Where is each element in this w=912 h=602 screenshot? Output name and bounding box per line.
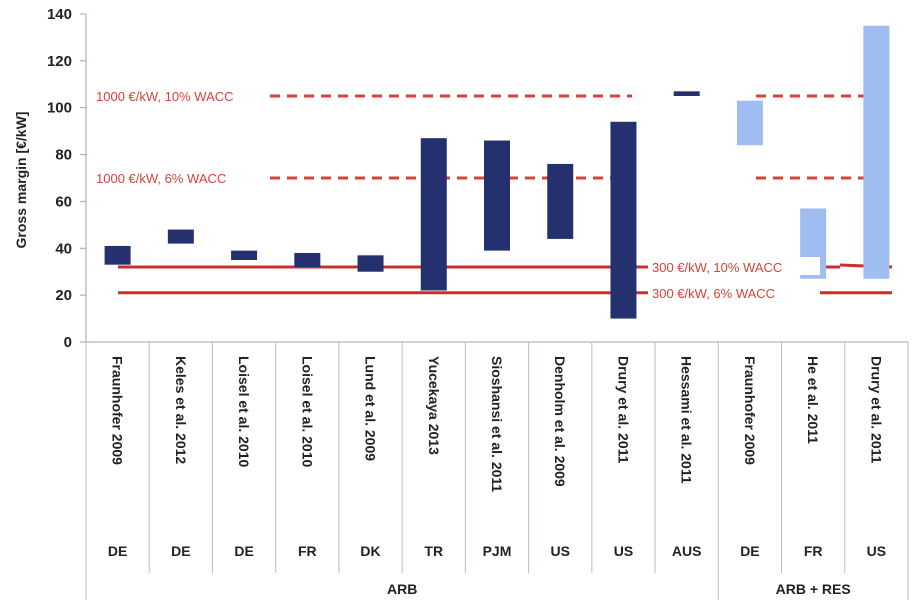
- range-bar: [420, 138, 447, 291]
- y-tick-label: 140: [47, 6, 72, 23]
- category-study-label: Drury et al. 2011: [615, 356, 631, 464]
- category-country-label: FR: [298, 543, 317, 559]
- range-bar: [610, 121, 637, 319]
- category-study-label: Fraunhofer 2009: [742, 356, 758, 465]
- y-tick-label: 0: [64, 334, 72, 351]
- category-study-label: Hessami et al. 2011: [679, 356, 695, 484]
- category-country-label: DE: [740, 543, 759, 559]
- category-study-label: Denholm et al. 2009: [552, 356, 568, 487]
- range-bar: [231, 250, 258, 260]
- y-tick-label: 120: [47, 53, 72, 70]
- category-study-label: Fraunhofer 2009: [110, 356, 126, 465]
- y-tick-label: 60: [55, 193, 72, 210]
- category-country-label: TR: [424, 543, 443, 559]
- category-study-label: Yucekaya 2013: [426, 356, 442, 455]
- range-bar: [104, 245, 131, 265]
- range-bar: [484, 140, 510, 251]
- category-study-label: Drury et al. 2011: [868, 356, 884, 464]
- category-country-label: AUS: [672, 543, 702, 559]
- range-bar: [736, 100, 763, 146]
- category-country-label: DE: [234, 543, 253, 559]
- category-country-label: FR: [804, 543, 823, 559]
- bars: [104, 25, 890, 319]
- category-study-label: Loisel et al. 2010: [299, 356, 315, 467]
- category-country-label: DE: [171, 543, 190, 559]
- y-axis-label: Gross margin [€/kW]: [13, 112, 29, 249]
- range-bar: [167, 229, 194, 244]
- reference-line-label: 300 €/kW, 10% WACC: [652, 260, 782, 275]
- reference-line-label: 1000 €/kW, 6% WACC: [96, 171, 226, 186]
- category-country-label: PJM: [483, 543, 512, 559]
- category-study-label: He et al. 2011: [805, 356, 821, 444]
- group-label: ARB + RES: [776, 581, 851, 597]
- group-label: ARB: [387, 581, 417, 597]
- category-country-label: US: [867, 543, 886, 559]
- category-study-label: Loisel et al. 2010: [236, 356, 252, 467]
- y-tick-label: 80: [55, 147, 72, 164]
- range-bar: [547, 163, 574, 239]
- range-bar: [357, 255, 384, 272]
- range-bar: [863, 25, 890, 279]
- range-bar: [294, 252, 321, 268]
- y-tick-label: 20: [55, 287, 72, 304]
- reference-label-bg: [648, 257, 820, 276]
- category-study-label: Lund et al. 2009: [363, 356, 379, 461]
- category-table: Fraunhofer 2009 DE Keles et al. 2012 DE Lois…: [85, 342, 909, 600]
- y-tick-label: 100: [47, 100, 72, 117]
- reference-line-label: 1000 €/kW, 10% WACC: [96, 89, 234, 104]
- range-bar: [673, 91, 700, 96]
- category-country-label: DE: [108, 543, 127, 559]
- axes: 0 20 40 60 80 100 120 140: [47, 6, 908, 351]
- reference-line-label: 300 €/kW, 6% WACC: [652, 286, 775, 301]
- category-country-label: US: [551, 543, 570, 559]
- category-study-label: Sioshansi et al. 2011: [489, 356, 505, 492]
- reference-labels: 1000 €/kW, 10% WACC 1000 €/kW, 6% WACC 300…: [96, 89, 820, 301]
- reference-label-bg: [648, 282, 820, 301]
- category-study-label: Keles et al. 2012: [173, 356, 189, 464]
- category-country-label: US: [614, 543, 633, 559]
- y-tick-label: 40: [55, 240, 72, 257]
- category-country-label: DK: [360, 543, 380, 559]
